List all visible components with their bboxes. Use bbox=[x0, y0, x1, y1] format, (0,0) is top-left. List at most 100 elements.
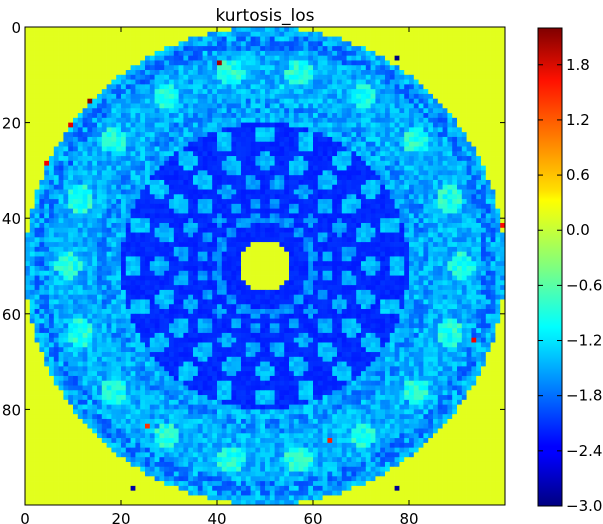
heatmap-cell bbox=[351, 136, 357, 143]
heatmap-cell bbox=[217, 184, 223, 190]
heatmap-cell bbox=[481, 36, 487, 42]
heatmap-cell bbox=[495, 108, 501, 114]
heatmap-cell bbox=[68, 184, 74, 190]
heatmap-cell bbox=[250, 41, 256, 47]
heatmap-cell bbox=[433, 261, 439, 267]
heatmap-cell bbox=[346, 117, 352, 123]
heatmap-cell bbox=[154, 160, 160, 166]
heatmap-cell bbox=[116, 203, 122, 209]
heatmap-cell bbox=[97, 141, 103, 147]
heatmap-cell bbox=[49, 189, 55, 195]
heatmap-cell bbox=[423, 141, 429, 147]
heatmap-cell bbox=[68, 103, 74, 109]
heatmap-cell bbox=[332, 256, 338, 262]
heatmap-cell bbox=[332, 46, 338, 52]
heatmap-cell bbox=[92, 242, 98, 248]
heatmap-cell bbox=[442, 41, 448, 47]
heatmap-cell bbox=[101, 108, 107, 114]
heatmap-cell bbox=[274, 208, 280, 214]
heatmap-cell bbox=[409, 132, 415, 138]
heatmap-cell bbox=[250, 222, 256, 229]
heatmap-cell bbox=[207, 36, 213, 42]
heatmap-cell bbox=[394, 218, 400, 224]
heatmap-cell bbox=[365, 227, 371, 233]
heatmap-cell bbox=[476, 203, 482, 209]
heatmap-cell bbox=[87, 65, 93, 71]
heatmap-cell bbox=[173, 189, 179, 195]
heatmap-cell bbox=[279, 122, 285, 128]
heatmap-cell bbox=[207, 117, 213, 123]
heatmap-cell bbox=[365, 237, 371, 243]
heatmap-cell bbox=[495, 146, 501, 152]
heatmap-cell bbox=[25, 194, 31, 200]
heatmap-cell bbox=[29, 170, 35, 176]
heatmap-cell bbox=[327, 256, 333, 262]
heatmap-cell bbox=[116, 27, 122, 33]
heatmap-cell bbox=[121, 175, 127, 181]
heatmap-cell bbox=[188, 160, 194, 166]
heatmap-cell bbox=[101, 31, 107, 37]
heatmap-cell bbox=[63, 74, 69, 80]
heatmap-cell bbox=[39, 189, 45, 195]
heatmap-cell bbox=[101, 184, 107, 190]
heatmap-cell bbox=[197, 160, 203, 166]
heatmap-cell bbox=[351, 46, 357, 52]
heatmap-cell bbox=[361, 108, 367, 114]
heatmap-cell bbox=[183, 199, 189, 205]
heatmap-cell bbox=[217, 93, 223, 100]
heatmap-cell bbox=[409, 203, 415, 209]
heatmap-cell bbox=[495, 251, 501, 257]
heatmap-cell bbox=[380, 36, 386, 42]
heatmap-cell bbox=[159, 98, 165, 104]
heatmap-cell bbox=[121, 55, 127, 61]
heatmap-cell bbox=[466, 151, 472, 157]
heatmap-cell bbox=[164, 203, 170, 209]
heatmap-cell bbox=[255, 93, 261, 100]
heatmap-cell bbox=[437, 256, 443, 262]
heatmap-cell bbox=[476, 213, 482, 219]
heatmap-cell bbox=[193, 251, 199, 257]
heatmap-cell bbox=[125, 127, 131, 133]
heatmap-cell bbox=[423, 41, 429, 47]
heatmap-cell bbox=[82, 46, 88, 52]
heatmap-cell bbox=[385, 218, 391, 224]
heatmap-cell bbox=[77, 222, 83, 229]
heatmap-cell bbox=[159, 108, 165, 114]
heatmap-cell bbox=[173, 151, 179, 157]
heatmap-cell bbox=[58, 132, 64, 138]
heatmap-cell bbox=[308, 79, 314, 85]
heatmap-cell bbox=[231, 208, 237, 214]
heatmap-cell bbox=[409, 237, 415, 243]
heatmap-cell bbox=[279, 160, 285, 166]
heatmap-cell bbox=[29, 222, 35, 229]
heatmap-cell bbox=[351, 74, 357, 80]
heatmap-cell bbox=[303, 74, 309, 80]
heatmap-cell bbox=[255, 98, 261, 104]
heatmap-cell bbox=[140, 60, 146, 66]
heatmap-cell bbox=[73, 160, 79, 166]
heatmap-cell bbox=[260, 156, 266, 162]
heatmap-cell bbox=[159, 36, 165, 42]
heatmap-cell bbox=[226, 261, 232, 267]
heatmap-cell bbox=[125, 242, 131, 248]
heatmap-cell bbox=[125, 222, 131, 229]
heatmap-cell bbox=[418, 93, 424, 100]
heatmap-cell bbox=[308, 132, 314, 138]
heatmap-cell bbox=[437, 70, 443, 76]
heatmap-cell bbox=[346, 199, 352, 205]
heatmap-cell bbox=[217, 55, 223, 61]
heatmap-cell bbox=[370, 79, 376, 85]
heatmap-cell bbox=[202, 46, 208, 52]
heatmap-cell bbox=[159, 256, 165, 262]
heatmap-cell bbox=[154, 79, 160, 85]
heatmap-cell bbox=[418, 179, 424, 186]
heatmap-cell bbox=[313, 65, 319, 71]
heatmap-cell bbox=[260, 179, 266, 186]
heatmap-cell bbox=[332, 175, 338, 181]
heatmap-cell bbox=[159, 246, 165, 253]
heatmap-cell bbox=[236, 46, 242, 52]
heatmap-cell bbox=[178, 237, 184, 243]
heatmap-cell bbox=[207, 108, 213, 114]
heatmap-cell bbox=[221, 103, 227, 109]
heatmap-cell bbox=[332, 165, 338, 171]
